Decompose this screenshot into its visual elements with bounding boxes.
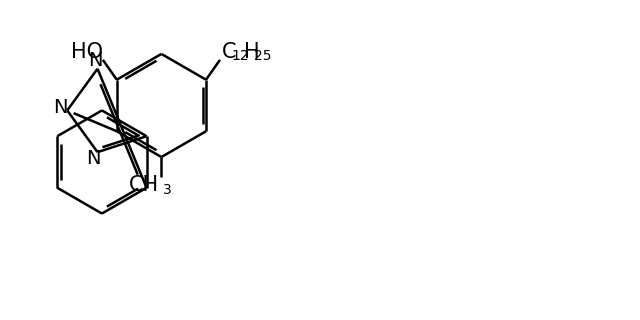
Text: 25: 25: [253, 49, 271, 63]
Text: N: N: [88, 52, 103, 70]
Text: 12: 12: [232, 49, 250, 63]
Text: N: N: [53, 98, 67, 116]
Text: N: N: [86, 149, 100, 168]
Text: 3: 3: [163, 183, 172, 197]
Text: C: C: [222, 42, 236, 62]
Text: CH: CH: [129, 175, 159, 195]
Text: H: H: [244, 42, 259, 62]
Text: HO: HO: [71, 42, 103, 62]
